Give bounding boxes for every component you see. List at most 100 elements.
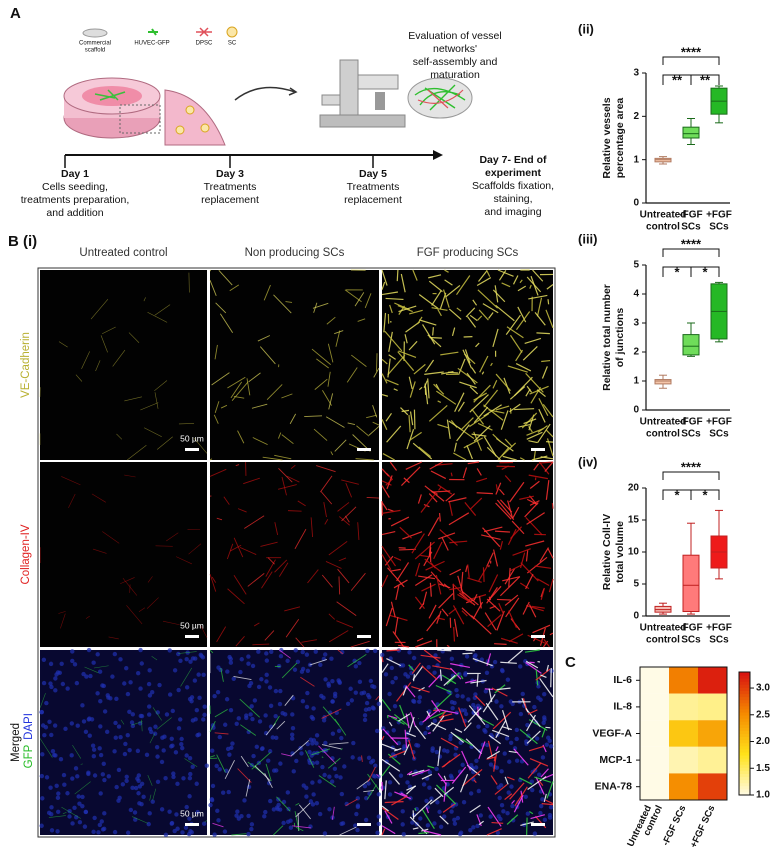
texture bbox=[437, 746, 441, 767]
texture bbox=[462, 769, 483, 787]
texture bbox=[395, 585, 400, 600]
texture bbox=[431, 307, 448, 311]
texture bbox=[505, 314, 521, 335]
texture bbox=[418, 816, 423, 821]
texture bbox=[450, 731, 465, 743]
texture bbox=[472, 299, 478, 306]
texture bbox=[100, 683, 105, 688]
texture bbox=[453, 452, 467, 461]
texture bbox=[376, 701, 382, 707]
texture bbox=[546, 441, 554, 443]
texture bbox=[112, 749, 117, 754]
texture bbox=[183, 825, 189, 830]
texture bbox=[336, 678, 341, 683]
texture bbox=[301, 783, 306, 788]
texture bbox=[453, 442, 457, 452]
texture bbox=[464, 654, 470, 659]
texture bbox=[390, 680, 395, 685]
texture bbox=[430, 722, 447, 731]
texture bbox=[73, 766, 79, 771]
texture bbox=[68, 493, 76, 509]
texture bbox=[169, 821, 174, 826]
texture bbox=[482, 567, 485, 582]
texture bbox=[529, 480, 540, 489]
texture bbox=[278, 653, 284, 659]
texture bbox=[473, 779, 477, 784]
texture bbox=[403, 477, 410, 484]
texture bbox=[529, 779, 535, 784]
texture bbox=[412, 442, 433, 460]
texture bbox=[450, 663, 471, 669]
texture bbox=[57, 670, 62, 676]
texture bbox=[462, 467, 468, 479]
texture bbox=[479, 355, 489, 373]
texture bbox=[92, 548, 107, 554]
texture bbox=[448, 420, 461, 430]
texture bbox=[49, 732, 54, 738]
texture bbox=[49, 828, 55, 833]
texture bbox=[526, 428, 544, 436]
texture bbox=[476, 492, 493, 495]
texture bbox=[244, 715, 249, 721]
texture bbox=[357, 679, 363, 685]
texture bbox=[355, 804, 361, 810]
significance-label: * bbox=[674, 264, 680, 279]
texture bbox=[304, 652, 310, 657]
texture bbox=[486, 587, 498, 604]
colorbar-step bbox=[739, 782, 750, 787]
texture bbox=[387, 691, 392, 697]
texture bbox=[492, 289, 506, 303]
texture bbox=[423, 649, 441, 663]
texture bbox=[511, 799, 516, 805]
texture bbox=[310, 517, 314, 538]
texture bbox=[460, 417, 474, 431]
texture bbox=[373, 367, 380, 378]
texture bbox=[381, 828, 386, 836]
texture bbox=[174, 812, 179, 817]
texture bbox=[114, 696, 119, 702]
texture bbox=[369, 760, 374, 765]
texture bbox=[275, 806, 281, 812]
texture bbox=[155, 779, 161, 784]
colorbar-step bbox=[739, 721, 750, 725]
texture bbox=[473, 653, 478, 658]
texture bbox=[74, 781, 91, 795]
texture bbox=[411, 655, 417, 661]
texture bbox=[475, 823, 480, 829]
texture bbox=[159, 759, 165, 765]
colorbar-step bbox=[739, 678, 750, 682]
texture bbox=[493, 754, 497, 772]
texture bbox=[228, 660, 234, 665]
texture bbox=[110, 674, 115, 679]
significance-label: **** bbox=[681, 459, 702, 474]
texture bbox=[209, 798, 215, 803]
texture bbox=[524, 502, 539, 518]
texture bbox=[528, 294, 548, 300]
texture bbox=[454, 728, 463, 733]
colorbar-step bbox=[739, 736, 750, 741]
texture bbox=[215, 689, 221, 695]
texture bbox=[350, 755, 355, 760]
texture bbox=[429, 461, 443, 470]
texture bbox=[427, 378, 430, 399]
texture bbox=[322, 706, 340, 726]
texture bbox=[202, 704, 207, 709]
texture bbox=[393, 388, 398, 392]
texture bbox=[418, 294, 439, 309]
texture bbox=[62, 782, 67, 787]
texture bbox=[139, 713, 145, 719]
colorbar-step bbox=[739, 672, 750, 676]
texture bbox=[330, 731, 336, 736]
texture bbox=[172, 668, 178, 673]
texture bbox=[432, 665, 453, 671]
texture bbox=[187, 755, 193, 761]
texture bbox=[112, 829, 118, 835]
texture bbox=[70, 776, 75, 781]
texture bbox=[368, 425, 380, 436]
timeline-text: Scaffolds fixation, bbox=[472, 180, 554, 192]
texture bbox=[212, 832, 217, 837]
texture bbox=[421, 782, 427, 787]
texture bbox=[386, 425, 402, 443]
colorbar-step bbox=[739, 730, 750, 734]
texture bbox=[372, 648, 378, 654]
